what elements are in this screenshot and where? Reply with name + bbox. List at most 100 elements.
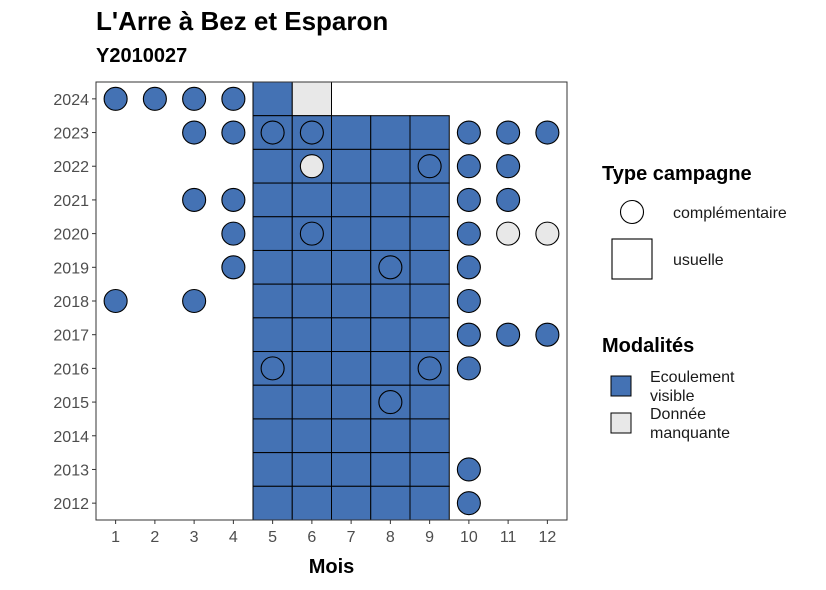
complementaire-point [496, 322, 521, 347]
y-tick-label: 2024 [53, 92, 89, 109]
usuelle-tile [331, 384, 372, 420]
y-tick-label: 2022 [53, 159, 89, 176]
complementaire-point [456, 221, 481, 246]
usuelle-tile [331, 216, 372, 251]
complementaire-point [182, 120, 207, 145]
usuelle-tile [252, 182, 293, 218]
usuelle-tile [291, 283, 332, 319]
x-tick-label: 8 [386, 529, 395, 546]
complementaire-point [182, 86, 207, 111]
usuelle-tile [331, 249, 372, 285]
complementaire-point [456, 120, 481, 145]
complementaire-point [103, 288, 128, 314]
complementaire-point [260, 356, 285, 381]
usuelle-tile [331, 452, 372, 487]
usuelle-tile [252, 317, 293, 353]
usuelle-layer [252, 81, 450, 521]
legend-type-title: Type campagne [602, 163, 752, 185]
complementaire-layer [103, 86, 560, 516]
usuelle-tile [291, 384, 332, 420]
complementaire-point [417, 154, 442, 179]
legend-usuelle-label: usuelle [673, 252, 724, 269]
x-tick-label: 6 [307, 529, 316, 546]
x-tick-label: 4 [229, 529, 238, 546]
usuelle-tile [291, 81, 332, 117]
legend-manquante-label-2: manquante [650, 425, 730, 442]
legend-complementaire-symbol [619, 199, 645, 225]
complementaire-point [221, 221, 246, 246]
complementaire-point [221, 86, 246, 111]
complementaire-point [103, 86, 128, 111]
complementaire-point [456, 457, 481, 482]
complementaire-point [535, 120, 560, 145]
legend: Type campagne complémentaire usuelle Mod… [602, 163, 787, 442]
y-tick-label: 2015 [53, 395, 89, 412]
usuelle-tile [409, 283, 450, 319]
usuelle-tile [409, 452, 450, 487]
usuelle-tile [252, 485, 293, 521]
chart-subtitle: Y2010027 [96, 45, 188, 67]
usuelle-tile [370, 418, 411, 454]
usuelle-tile [409, 115, 450, 150]
complementaire-point [142, 86, 167, 111]
x-tick-label: 10 [460, 529, 478, 546]
usuelle-tile [409, 485, 450, 521]
complementaire-point [496, 187, 521, 212]
complementaire-point [260, 120, 285, 145]
usuelle-tile [291, 182, 332, 218]
complementaire-point [221, 187, 246, 212]
usuelle-tile [370, 148, 411, 184]
usuelle-tile [409, 216, 450, 251]
usuelle-tile [291, 351, 332, 386]
usuelle-tile [409, 418, 450, 454]
legend-modalites-title: Modalités [602, 335, 694, 357]
complementaire-point [417, 356, 442, 381]
usuelle-tile [370, 351, 411, 386]
usuelle-tile [370, 283, 411, 319]
complementaire-point [456, 187, 481, 212]
usuelle-tile [252, 418, 293, 454]
x-tick-label: 2 [150, 529, 159, 546]
usuelle-tile [291, 249, 332, 285]
usuelle-tile [370, 216, 411, 251]
usuelle-tile [331, 148, 372, 184]
legend-manquante-swatch [610, 412, 632, 434]
usuelle-tile [370, 452, 411, 487]
legend-ecoulement-swatch [610, 375, 632, 397]
complementaire-point [456, 356, 481, 381]
usuelle-tile [331, 485, 372, 521]
complementaire-point [182, 288, 207, 314]
x-tick-label: 5 [268, 529, 277, 546]
complementaire-point [299, 120, 324, 145]
y-tick-label: 2023 [53, 126, 89, 143]
complementaire-point [182, 187, 207, 212]
usuelle-tile [252, 283, 293, 319]
usuelle-tile [291, 452, 332, 487]
x-tick-label: 11 [500, 529, 517, 546]
usuelle-tile [370, 115, 411, 150]
usuelle-tile [331, 351, 372, 386]
x-tick-label: 7 [347, 529, 356, 546]
legend-complementaire-label: complémentaire [673, 205, 787, 222]
complementaire-point [456, 491, 481, 516]
chart-title: L'Arre à Bez et Esparon [96, 6, 389, 36]
x-tick-label: 12 [538, 529, 556, 546]
usuelle-tile [331, 283, 372, 319]
usuelle-tile [370, 182, 411, 218]
usuelle-tile [252, 81, 293, 117]
usuelle-tile [409, 317, 450, 353]
usuelle-tile [409, 249, 450, 285]
complementaire-point [535, 221, 560, 246]
y-tick-label: 2017 [53, 328, 89, 345]
complementaire-point [221, 120, 246, 145]
usuelle-tile [331, 418, 372, 454]
complementaire-point [496, 154, 521, 179]
complementaire-point [221, 255, 246, 280]
y-tick-label: 2016 [53, 361, 89, 378]
complementaire-point [299, 154, 324, 179]
y-tick-label: 2013 [53, 462, 89, 479]
legend-usuelle-symbol [611, 238, 653, 280]
usuelle-tile [331, 317, 372, 353]
usuelle-tile [291, 317, 332, 353]
